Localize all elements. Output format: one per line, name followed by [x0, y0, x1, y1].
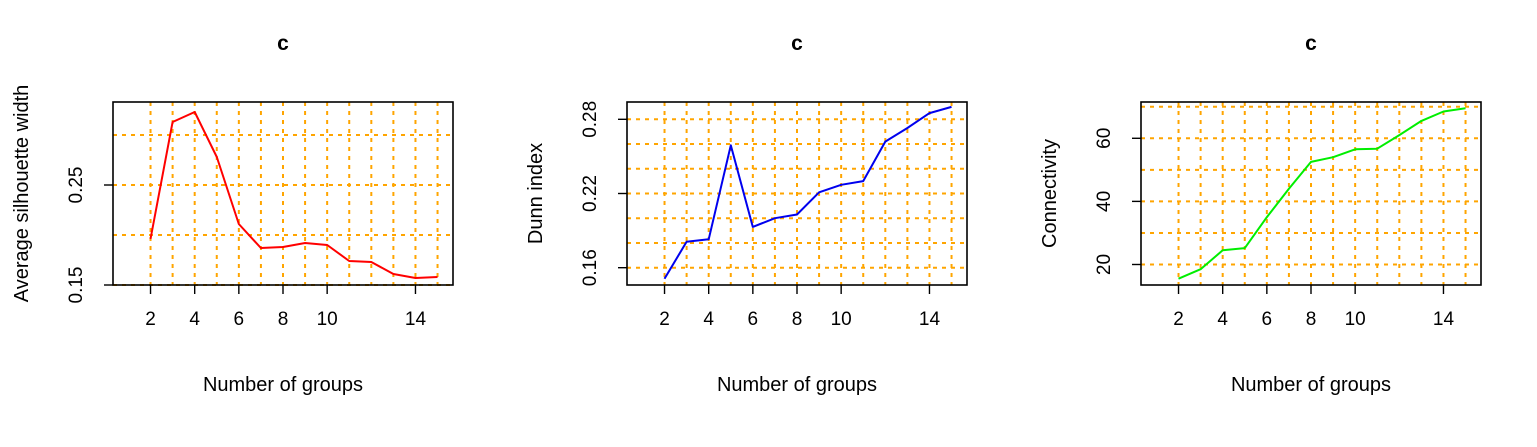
chart-title: c [1305, 32, 1317, 55]
y-tick-label: 0.22 [580, 175, 601, 212]
x-tick-label: 2 [659, 309, 670, 330]
x-tick-label: 10 [317, 309, 338, 330]
y-tick-label: 40 [1094, 191, 1115, 212]
x-axis-label: Number of groups [717, 374, 877, 396]
chart-panel-1: 2 4 6 8 10 14 0.15 0.25 c Number of groups Average… [11, 32, 454, 396]
y-axis-label: Dunn index [525, 143, 547, 244]
y-tick-label: 0.28 [580, 101, 601, 138]
x-tick-label: 4 [1217, 309, 1228, 330]
chart-title: c [277, 32, 289, 55]
x-tick-label: 10 [831, 309, 852, 330]
series-line [149, 111, 438, 279]
x-tick-label: 6 [748, 309, 759, 330]
x-tick-label: 8 [792, 309, 803, 330]
x-tick-label: 14 [405, 309, 427, 330]
x-tick-label: 14 [1433, 309, 1455, 330]
chart-panel-3: 2 4 6 8 10 14 20 40 60 c Number of groups Connectiv… [1039, 32, 1482, 396]
x-tick-label: 2 [1173, 309, 1184, 330]
y-axis-label: Average silhouette width [11, 85, 33, 303]
x-tick-label: 14 [919, 309, 941, 330]
y-tick-label: 0.15 [66, 267, 87, 304]
x-tick-label: 10 [1345, 309, 1366, 330]
x-tick-label: 2 [145, 309, 156, 330]
x-tick-label: 6 [1262, 309, 1273, 330]
y-tick-label: 20 [1094, 254, 1115, 275]
x-tick-label: 6 [234, 309, 245, 330]
series-line [663, 105, 952, 280]
chart-panel-2: 2 4 6 8 10 14 0.16 0.22 0.28 c Number of groups Dun… [525, 32, 968, 396]
x-axis-label: Number of groups [1231, 374, 1391, 396]
chart-title: c [791, 32, 803, 55]
x-tick-label: 8 [278, 309, 289, 330]
x-axis-label: Number of groups [203, 374, 363, 396]
x-tick-label: 8 [1306, 309, 1317, 330]
y-axis-label: Connectivity [1039, 139, 1061, 248]
x-tick-label: 4 [703, 309, 714, 330]
x-tick-label: 4 [189, 309, 200, 330]
y-tick-label: 60 [1094, 128, 1115, 149]
y-tick-label: 0.25 [66, 167, 87, 204]
series-line [1178, 107, 1466, 280]
y-tick-label: 0.16 [580, 249, 601, 286]
